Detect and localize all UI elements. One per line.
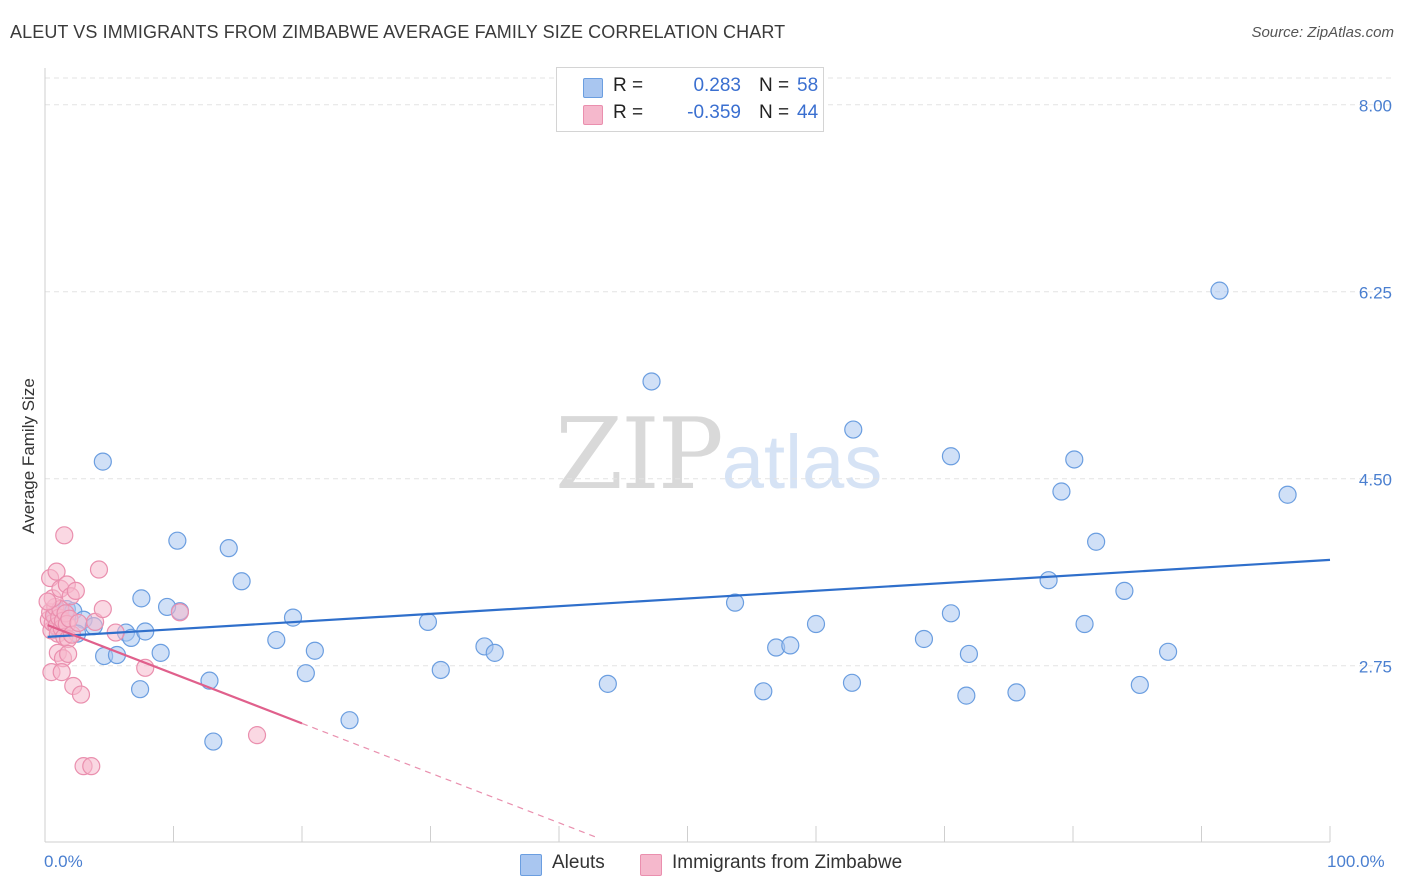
- aleut-point: [1065, 450, 1084, 469]
- aleut-point: [781, 636, 800, 655]
- aleut-point: [914, 629, 934, 649]
- legend-r-value: -0.359: [687, 102, 741, 123]
- aleut-point: [1039, 571, 1058, 590]
- aleut-point: [1007, 683, 1026, 702]
- aleut-point: [168, 531, 187, 550]
- zimbabwe-point: [93, 599, 112, 619]
- aleut-point: [1158, 642, 1178, 661]
- zimbabwe-point: [38, 592, 57, 611]
- aleut-point: [598, 674, 617, 693]
- legend-swatch-zimbabwe: [583, 105, 603, 125]
- trend-lines: [47, 558, 1331, 839]
- aleut-point: [232, 572, 251, 591]
- aleut-point: [296, 664, 315, 683]
- y-tick-label: 4.50: [1359, 471, 1392, 490]
- y-tick-label: 2.75: [1359, 658, 1392, 677]
- aleut-point: [151, 643, 170, 662]
- aleut-point: [806, 614, 826, 634]
- legend-n-label: N =: [759, 102, 790, 123]
- aleut-point: [1052, 482, 1071, 501]
- zimbabwe-trend-line: [47, 624, 303, 725]
- x-tick-label-max: 100.0%: [1327, 852, 1385, 871]
- legend-r-label: R =: [613, 75, 644, 96]
- zimbabwe-point: [52, 663, 71, 682]
- aleut-point: [725, 593, 745, 612]
- aleut-point: [1130, 675, 1149, 695]
- zimbabwe-point: [71, 685, 91, 704]
- aleut-point: [1075, 614, 1094, 634]
- aleut-trend-line: [47, 558, 1331, 638]
- aleut-point: [130, 680, 150, 699]
- aleut-point: [93, 452, 112, 471]
- axes: [44, 68, 1331, 843]
- data-points: [38, 281, 1297, 776]
- x-tick-label-min: 0.0%: [44, 852, 83, 871]
- y-tick-labels: 2.75 4.50 6.25 8.00: [1359, 97, 1392, 677]
- legend-n-label: N =: [759, 75, 790, 96]
- aleut-point: [305, 641, 324, 660]
- zimbabwe-point: [69, 613, 88, 633]
- zimbabwe-point: [47, 562, 66, 581]
- zimbabwe-trend-extension: [301, 722, 598, 839]
- zimbabwe-point: [89, 560, 109, 579]
- zimbabwe-point: [59, 644, 78, 664]
- bottom-legend-label-aleuts: Aleuts: [552, 852, 605, 873]
- aleut-point: [642, 372, 661, 391]
- aleut-point: [219, 539, 238, 558]
- legend-r-value: 0.283: [693, 75, 741, 96]
- bottom-legend-swatch-aleuts: [520, 854, 542, 876]
- aleut-point: [941, 447, 961, 466]
- aleut-point: [1115, 581, 1134, 600]
- correlation-legend: R = 0.283 N = 58 R = -0.359 N = 44: [556, 67, 824, 132]
- aleut-point: [340, 711, 359, 730]
- bottom-legend-swatch-zimbabwe: [640, 854, 662, 876]
- aleut-point: [204, 732, 223, 751]
- y-tick-label: 6.25: [1359, 284, 1392, 303]
- aleut-point: [1278, 485, 1297, 504]
- aleut-point: [1087, 532, 1106, 551]
- zimbabwe-point: [82, 757, 101, 776]
- aleut-point: [842, 673, 862, 692]
- zimbabwe-point: [66, 581, 85, 600]
- aleut-point: [957, 686, 976, 705]
- zimbabwe-point: [55, 526, 74, 545]
- aleut-point: [485, 643, 504, 662]
- legend-n-value: 44: [797, 102, 819, 123]
- aleut-point: [754, 682, 773, 701]
- aleut-point: [418, 612, 438, 631]
- aleut-point: [431, 660, 450, 680]
- aleut-point: [132, 589, 151, 608]
- y-tick-label: 8.00: [1359, 97, 1392, 116]
- zimbabwe-point: [247, 726, 267, 745]
- bottom-legend-label-zimbabwe: Immigrants from Zimbabwe: [672, 852, 903, 873]
- aleut-point: [1210, 281, 1229, 300]
- aleut-point: [267, 630, 286, 650]
- source-label: Source: ZipAtlas.com: [1251, 24, 1394, 41]
- legend-r-label: R =: [613, 102, 644, 123]
- aleut-point: [941, 604, 961, 623]
- aleut-point: [959, 644, 979, 664]
- aleut-point: [844, 420, 863, 439]
- legend-n-value: 58: [797, 75, 819, 96]
- chart-title: ALEUT VS IMMIGRANTS FROM ZIMBABWE AVERAG…: [10, 22, 786, 42]
- legend-swatch-aleuts: [583, 78, 603, 98]
- zimbabwe-point: [170, 603, 190, 622]
